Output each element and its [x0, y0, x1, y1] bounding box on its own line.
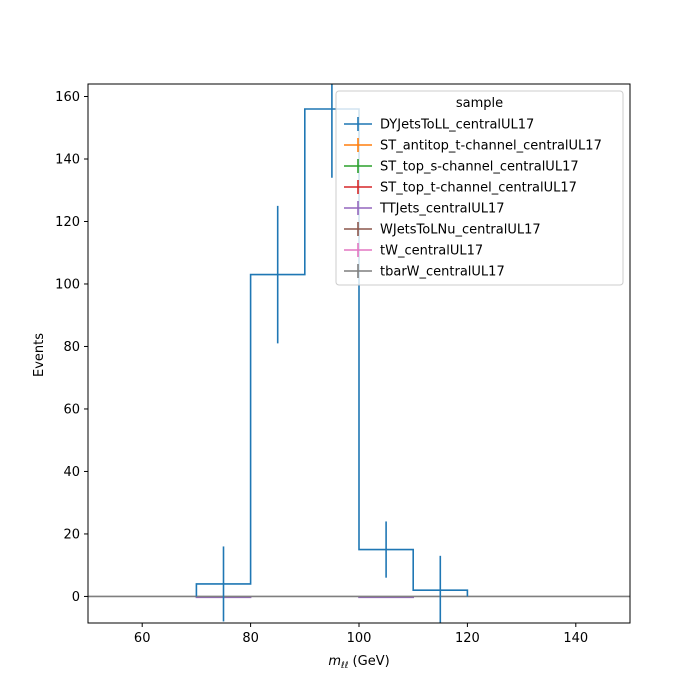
legend-label: DYJetsToLL_centralUL17 — [380, 118, 534, 133]
legend-entry: ST_top_s-channel_centralUL17 — [344, 159, 579, 175]
y-tick-label: 20 — [63, 527, 80, 542]
y-tick-label: 60 — [63, 402, 80, 417]
y-tick-label: 160 — [55, 90, 80, 105]
legend-entry: ST_top_t-channel_centralUL17 — [344, 180, 577, 196]
legend-entry: WJetsToLNu_centralUL17 — [344, 222, 541, 238]
y-tick-label: 40 — [63, 465, 80, 480]
series-DYJetsToLL_centralUL17 — [195, 84, 469, 623]
x-tick-label: 80 — [242, 631, 259, 646]
x-tick-label: 100 — [347, 631, 372, 646]
y-tick-label: 120 — [55, 215, 80, 230]
y-tick-label: 100 — [55, 277, 80, 292]
legend-label: tbarW_centralUL17 — [380, 265, 505, 280]
legend-box — [335, 90, 624, 286]
y-axis: 0 20 40 60 80 100 120 140 160 — [55, 90, 88, 605]
x-axis-label: mℓℓ (GeV) — [328, 654, 389, 671]
legend-entry: TTJets_centralUL17 — [344, 201, 505, 217]
legend-label: tW_centralUL17 — [380, 244, 483, 259]
legend-label: ST_top_t-channel_centralUL17 — [380, 181, 577, 196]
legend-label: WJetsToLNu_centralUL17 — [380, 223, 541, 238]
y-tick-label: 0 — [72, 590, 80, 605]
x-axis-label-sub: ℓℓ — [340, 661, 348, 671]
legend-entry: ST_antitop_t-channel_centralUL17 — [344, 138, 602, 154]
x-axis-label-unit: (GeV) — [348, 654, 389, 669]
y-axis-label: Events — [32, 333, 47, 377]
x-tick-label: 120 — [455, 631, 480, 646]
legend-entry: tbarW_centralUL17 — [344, 264, 505, 280]
y-tick-label: 80 — [63, 340, 80, 355]
legend-label: ST_top_s-channel_centralUL17 — [380, 160, 579, 175]
series-layer — [88, 84, 630, 623]
x-axis-label-var: m — [328, 654, 341, 669]
legend: sample DYJetsToLL_centralUL17 ST_antitop_… — [335, 90, 624, 286]
x-tick-label: 60 — [134, 631, 151, 646]
legend-label: ST_antitop_t-channel_centralUL17 — [380, 139, 602, 154]
legend-entry: tW_centralUL17 — [344, 243, 483, 259]
legend-label: TTJets_centralUL17 — [379, 202, 505, 217]
y-tick-label: 140 — [55, 152, 80, 167]
legend-entry: DYJetsToLL_centralUL17 — [344, 117, 534, 133]
legend-title: sample — [456, 96, 503, 111]
legend-entries: DYJetsToLL_centralUL17 ST_antitop_t-chann… — [344, 117, 602, 280]
x-tick-label: 140 — [563, 631, 588, 646]
x-axis: 60 80 100 120 140 — [134, 623, 588, 646]
